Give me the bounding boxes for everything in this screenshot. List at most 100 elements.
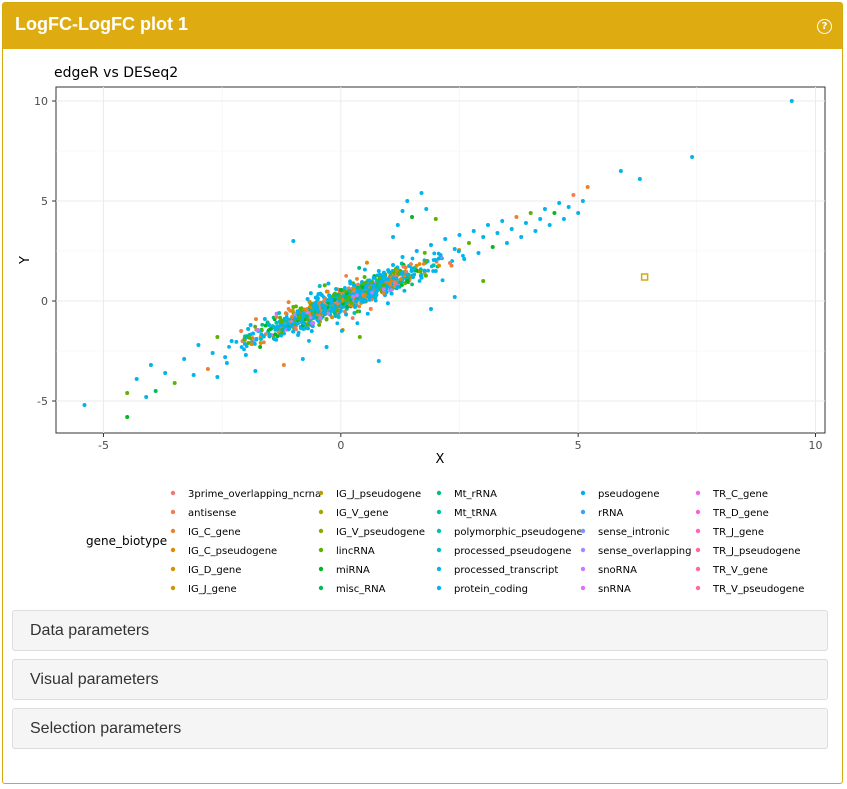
legend-label: TR_V_gene [712,565,768,576]
help-icon[interactable]: ? [817,19,832,34]
legend-key [580,528,586,534]
data-point [533,229,538,233]
data-point [234,339,239,344]
data-point [283,319,288,323]
data-point [348,281,353,285]
data-point [256,327,260,332]
data-point [229,339,234,343]
legend-key [318,566,324,572]
data-point [332,298,337,302]
selection-parameters-label: Selection parameters [30,720,182,737]
data-point [326,281,331,286]
chart-title: edgeR vs DESeq2 [54,65,178,81]
data-point [412,272,417,277]
data-point [690,155,695,159]
legend-label: antisense [188,508,236,519]
data-point [258,345,263,349]
data-point [400,209,405,213]
data-point [172,381,177,385]
legend-label: TR_C_gene [712,489,768,500]
data-point [304,308,309,312]
data-point [286,327,291,331]
data-point [500,219,505,223]
data-point [355,309,360,314]
data-point [343,295,348,299]
data-point [504,241,509,245]
data-point [261,340,266,345]
legend-label: snRNA [598,584,631,595]
data-point [519,235,524,239]
data-point [305,297,310,301]
data-point [317,300,321,305]
data-point [392,284,397,289]
data-point [322,283,327,288]
data-point [365,311,370,316]
selection-parameters-accordion[interactable]: Selection parameters [12,708,828,749]
data-point [322,299,327,304]
x-tick-label: 0 [337,439,344,452]
data-point [277,311,282,315]
data-point [414,263,419,268]
data-point [283,311,288,316]
data-point [523,221,528,225]
data-point [333,311,337,316]
legend-key [580,566,586,572]
data-point [182,357,187,361]
legend-label: processed_transcript [454,565,558,576]
data-point [436,256,441,261]
data-point [386,281,391,285]
data-point [386,268,391,273]
data-point [419,191,424,195]
data-point [280,327,285,332]
data-point [419,273,424,277]
legend-label: protein_coding [454,584,528,595]
legend-key [695,509,701,515]
y-axis-label: Y [18,256,33,265]
data-point [394,268,399,273]
legend-label: 3prime_overlapping_ncrna [188,489,321,500]
data-point [462,257,467,261]
data-point [389,270,393,275]
data-point [239,345,244,349]
visual-parameters-accordion[interactable]: Visual parameters [12,659,828,700]
data-point [339,328,344,333]
data-point [422,250,427,255]
data-point [307,339,311,343]
data-point [409,262,413,267]
data-point [476,251,481,255]
legend-label: Mt_tRNA [454,508,497,519]
data-point [490,245,495,249]
x-tick-label: 5 [575,439,582,452]
data-point [481,235,486,239]
data-point [324,317,329,321]
data-point [272,337,277,341]
data-point [336,315,341,319]
panel-title: LogFC-LogFC plot 1 [15,14,188,34]
data-point [125,391,130,395]
legend-key [436,490,442,496]
legend-key [170,566,176,572]
data-point [329,301,334,305]
data-point [335,321,340,326]
data-point [223,355,228,360]
data-point [432,251,437,256]
data-point [134,377,139,381]
data-point [368,307,373,311]
data-point [580,199,585,203]
data-point [294,321,299,326]
legend-label: IG_D_gene [188,565,241,576]
legend-label: IG_J_gene [188,584,237,595]
legend-label: processed_pseudogene [454,546,571,557]
data-point [306,317,310,322]
data-point [347,295,351,299]
logfc-scatter-plot[interactable]: edgeR vs DESeq2 -5 0 5 10 -5 0 5 10 X Y gene_bi… [0,0,847,610]
data-point [144,395,149,399]
selected-point-marker[interactable] [640,273,649,281]
data-point [196,343,201,347]
data-point [324,345,329,349]
data-parameters-accordion[interactable]: Data parameters [12,610,828,651]
data-point [246,327,251,331]
data-point [355,285,360,290]
data-point [391,235,396,239]
data-point [239,329,244,333]
